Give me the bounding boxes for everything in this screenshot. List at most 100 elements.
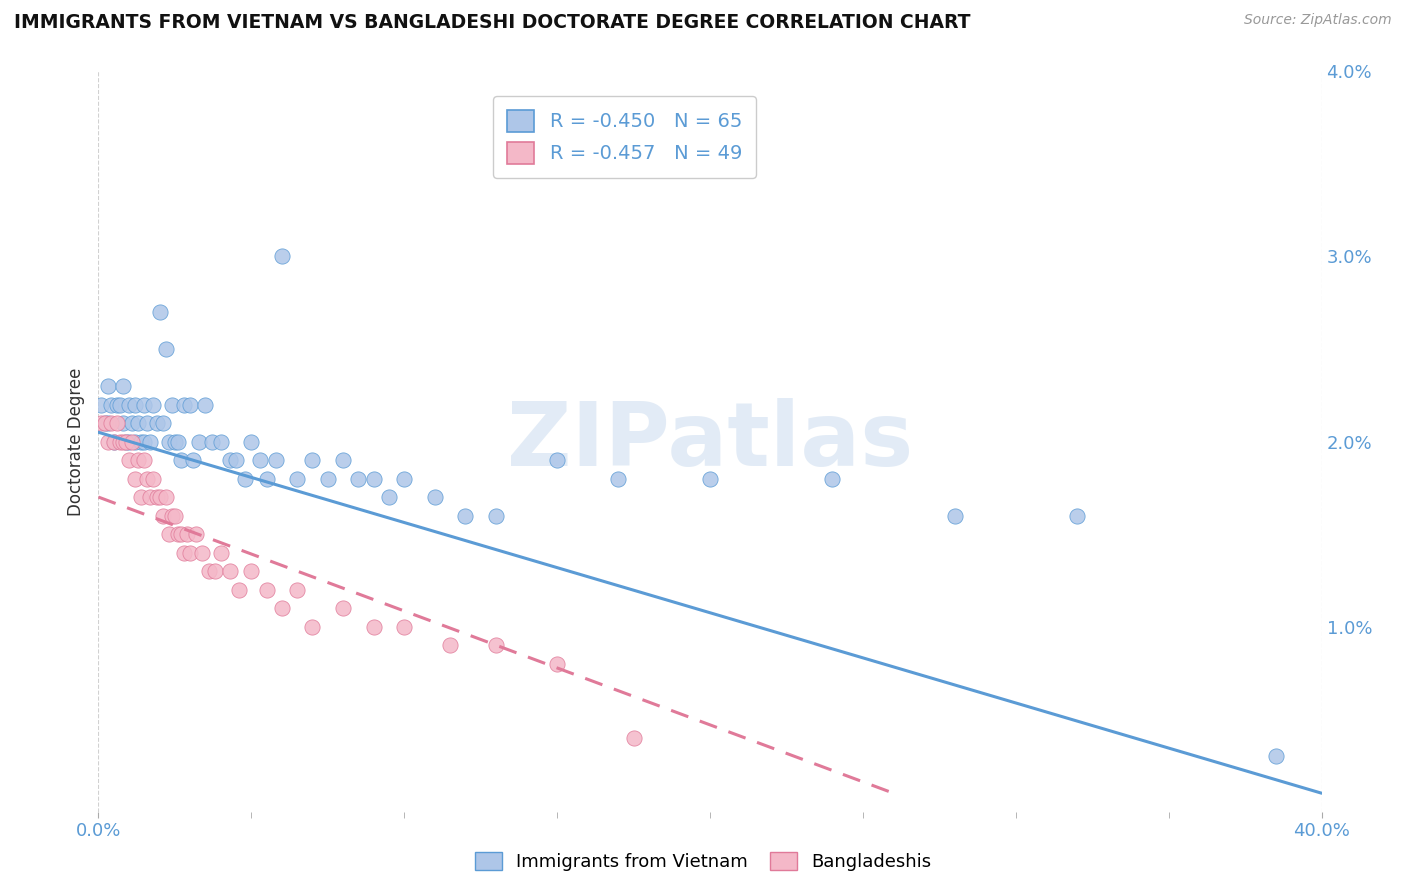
Point	[108, 398, 131, 412]
Point	[1264, 749, 1286, 764]
Point	[105, 398, 128, 412]
Point	[546, 657, 568, 671]
Point	[316, 472, 339, 486]
Point	[204, 564, 226, 578]
Point	[197, 564, 219, 578]
Point	[240, 564, 263, 578]
Point	[264, 453, 287, 467]
Point	[209, 545, 232, 560]
Point	[100, 398, 122, 412]
Point	[105, 416, 128, 430]
Point	[233, 472, 256, 486]
Point	[100, 416, 122, 430]
Text: IMMIGRANTS FROM VIETNAM VS BANGLADESHI DOCTORATE DEGREE CORRELATION CHART: IMMIGRANTS FROM VIETNAM VS BANGLADESHI D…	[14, 13, 970, 32]
Point	[142, 398, 165, 412]
Point	[173, 545, 195, 560]
Point	[228, 582, 250, 597]
Point	[240, 434, 263, 449]
Point	[179, 545, 201, 560]
Point	[134, 453, 156, 467]
Point	[173, 398, 195, 412]
Point	[103, 434, 125, 449]
Y-axis label: Doctorate Degree: Doctorate Degree	[66, 368, 84, 516]
Point	[93, 416, 115, 430]
Point	[219, 564, 242, 578]
Point	[176, 527, 198, 541]
Point	[160, 398, 183, 412]
Point	[139, 434, 162, 449]
Point	[124, 398, 146, 412]
Legend: Immigrants from Vietnam, Bangladeshis: Immigrants from Vietnam, Bangladeshis	[467, 845, 939, 879]
Point	[188, 434, 211, 449]
Point	[181, 453, 204, 467]
Point	[378, 490, 401, 504]
Point	[149, 305, 172, 319]
Point	[943, 508, 966, 523]
Point	[121, 434, 143, 449]
Point	[170, 453, 193, 467]
Point	[225, 453, 247, 467]
Point	[167, 527, 190, 541]
Point	[118, 434, 141, 449]
Point	[392, 472, 416, 486]
Point	[157, 527, 180, 541]
Point	[363, 619, 385, 633]
Point	[118, 453, 141, 467]
Point	[699, 472, 721, 486]
Point	[179, 398, 201, 412]
Point	[1066, 508, 1088, 523]
Point	[127, 453, 149, 467]
Point	[363, 472, 385, 486]
Point	[93, 416, 115, 430]
Point	[145, 490, 167, 504]
Point	[301, 619, 323, 633]
Point	[108, 434, 131, 449]
Point	[111, 379, 134, 393]
Point	[157, 434, 180, 449]
Point	[111, 416, 134, 430]
Point	[607, 472, 630, 486]
Point	[124, 434, 146, 449]
Point	[186, 527, 208, 541]
Point	[152, 508, 174, 523]
Point	[155, 342, 177, 356]
Point	[332, 453, 354, 467]
Point	[134, 434, 156, 449]
Point	[270, 250, 292, 264]
Point	[97, 379, 120, 393]
Point	[103, 434, 125, 449]
Point	[134, 398, 156, 412]
Point	[127, 416, 149, 430]
Point	[485, 508, 508, 523]
Point	[163, 434, 186, 449]
Point	[124, 472, 146, 486]
Point	[209, 434, 232, 449]
Point	[170, 527, 193, 541]
Point	[623, 731, 645, 745]
Point	[332, 601, 354, 615]
Point	[821, 472, 844, 486]
Point	[149, 490, 172, 504]
Point	[136, 416, 159, 430]
Point	[97, 434, 120, 449]
Point	[163, 508, 186, 523]
Point	[219, 453, 242, 467]
Point	[90, 398, 112, 412]
Point	[285, 472, 308, 486]
Point	[118, 398, 141, 412]
Point	[256, 582, 278, 597]
Point	[129, 434, 152, 449]
Point	[90, 416, 112, 430]
Point	[191, 545, 214, 560]
Legend: R = -0.450   N = 65, R = -0.457   N = 49: R = -0.450 N = 65, R = -0.457 N = 49	[494, 95, 755, 178]
Text: Source: ZipAtlas.com: Source: ZipAtlas.com	[1244, 13, 1392, 28]
Point	[194, 398, 217, 412]
Point	[270, 601, 292, 615]
Point	[111, 434, 134, 449]
Point	[129, 490, 152, 504]
Point	[256, 472, 278, 486]
Point	[152, 416, 174, 430]
Point	[155, 490, 177, 504]
Point	[392, 619, 416, 633]
Point	[97, 416, 120, 430]
